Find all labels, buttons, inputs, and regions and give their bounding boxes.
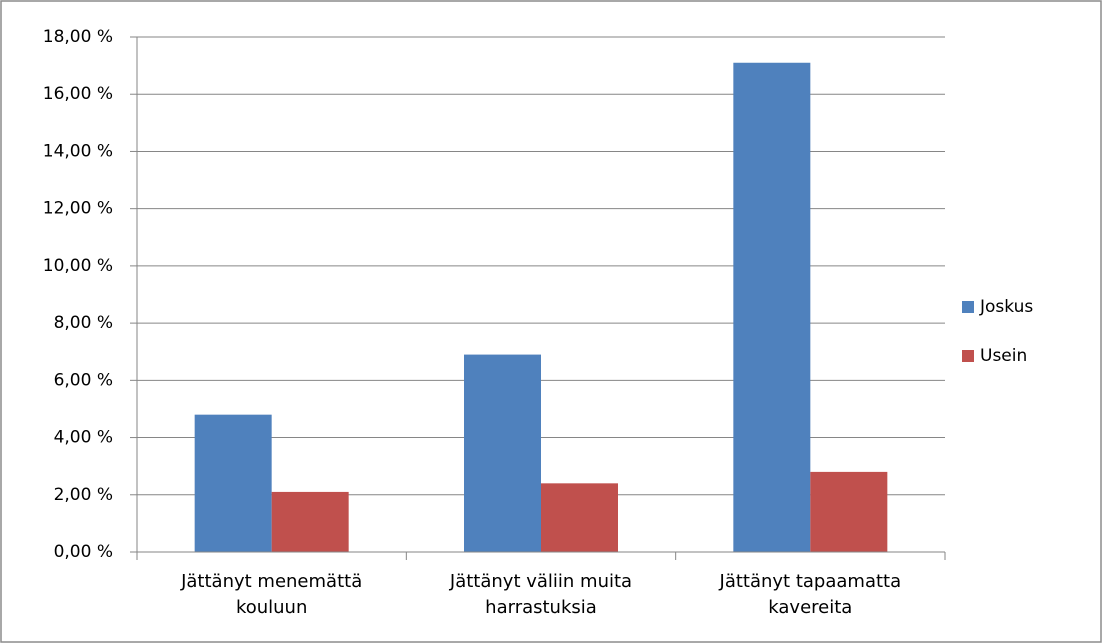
y-tick-label: 10,00 % — [43, 256, 113, 276]
legend-swatch — [962, 350, 974, 362]
y-tick-label: 0,00 % — [54, 542, 113, 562]
legend-label: Usein — [980, 346, 1027, 366]
y-tick-label: 4,00 % — [54, 428, 113, 448]
legend-label: Joskus — [979, 297, 1033, 317]
x-tick-label: Jättänyt tapaamatta kavereita — [719, 571, 902, 618]
y-tick-label: 8,00 % — [54, 313, 113, 333]
bar — [464, 354, 541, 552]
bar — [194, 414, 272, 552]
bar — [271, 491, 349, 552]
y-tick-label: 16,00 % — [43, 84, 113, 104]
y-tick-label: 12,00 % — [43, 199, 113, 219]
x-tick-label: Jättänyt väliin muita harrastuksia — [449, 571, 633, 618]
y-tick-label: 18,00 % — [43, 27, 113, 47]
legend-swatch — [962, 301, 974, 313]
y-tick-label: 6,00 % — [54, 370, 113, 390]
bar — [541, 483, 618, 552]
x-tick-label: Jättänyt menemättä kouluun — [181, 571, 363, 618]
bar — [810, 471, 888, 552]
y-tick-label: 2,00 % — [54, 485, 113, 505]
y-tick-label: 14,00 % — [43, 141, 113, 161]
bar — [733, 62, 811, 552]
